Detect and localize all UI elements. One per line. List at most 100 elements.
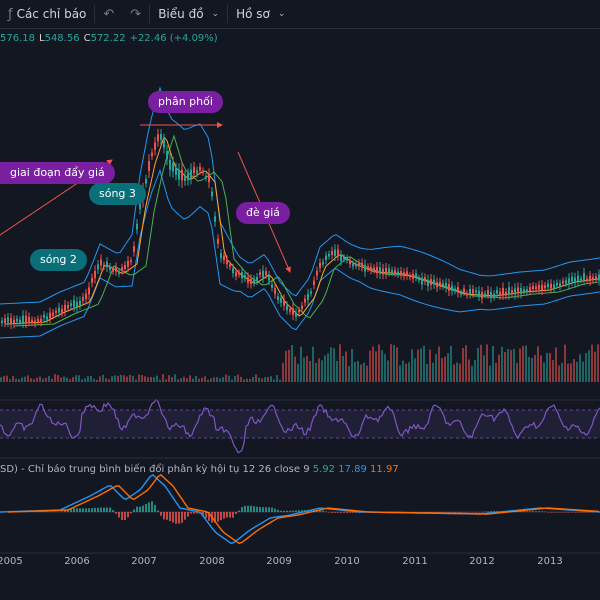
candle-body [238, 272, 240, 275]
candle-body [295, 312, 297, 317]
candle-body [478, 290, 480, 297]
volume-bar [39, 376, 41, 382]
volume-bar [0, 377, 2, 382]
volume-bar [333, 348, 335, 382]
chart-menu-button[interactable]: Biểu đồ ⌄ [150, 0, 227, 28]
redo-button[interactable]: ↷ [122, 0, 149, 28]
macd-histogram-bar [274, 508, 276, 512]
volume-bar [474, 359, 476, 382]
candle-body [115, 266, 117, 272]
volume-bar [111, 376, 113, 382]
macd-histogram-bar [241, 506, 243, 512]
candle-body [208, 174, 210, 183]
macd-histogram-bar [334, 512, 336, 513]
callout-wave3[interactable]: sóng 3 [89, 183, 146, 205]
volume-bar [255, 374, 257, 382]
profile-menu-label: Hồ sơ [236, 7, 270, 21]
profile-menu-button[interactable]: Hồ sơ ⌄ [228, 0, 293, 28]
candle-body [55, 310, 57, 313]
candle-body [385, 267, 387, 274]
candle-body [175, 167, 177, 175]
macd-histogram-bar [193, 512, 195, 514]
macd-histogram-bar [88, 508, 90, 512]
macd-label: SD) - Chỉ báo trung bình biến đổi phân k… [0, 464, 310, 475]
callout-push-phase[interactable]: giai đoạn đẩy giá [0, 162, 115, 184]
candle-body [559, 283, 561, 287]
change-value: +22.46 (+4.09%) [129, 33, 218, 44]
macd-histogram-bar [430, 512, 432, 513]
volume-bar [210, 378, 212, 382]
macd-histogram-bar [523, 511, 525, 512]
time-axis[interactable]: 2005 2006 2007 2008 2009 2010 2011 2012 … [0, 556, 600, 572]
macd-histogram-bar [163, 512, 165, 520]
volume-bar [219, 378, 221, 382]
candle-body [229, 264, 231, 267]
callout-distribution[interactable]: phân phối [148, 91, 223, 113]
macd-histogram-bar [481, 512, 483, 513]
macd-histogram-bar [574, 512, 576, 513]
chevron-down-icon: ⌄ [211, 9, 220, 19]
macd-histogram-bar [256, 506, 258, 512]
volume-bar [69, 378, 71, 382]
fx-icon: ƒ [8, 6, 13, 22]
candle-body [415, 273, 417, 278]
macd-histogram-value: 5.92 [312, 464, 336, 475]
candle-body [226, 259, 228, 265]
volume-bar [144, 376, 146, 382]
candle-body [532, 285, 534, 290]
undo-icon: ↶ [103, 6, 115, 22]
macd-histogram-bar [103, 507, 105, 512]
volume-bar [507, 348, 509, 382]
candle-body [562, 280, 564, 284]
volume-bar [363, 362, 365, 382]
volume-bar [465, 345, 467, 382]
macd-histogram-bar [157, 510, 159, 512]
candle-body [124, 265, 126, 269]
volume-bar [393, 345, 395, 382]
volume-bar [330, 347, 332, 382]
volume-bar [519, 348, 521, 382]
macd-histogram-bar [469, 512, 471, 513]
candle-body [427, 279, 429, 287]
volume-bar [3, 375, 5, 382]
macd-histogram-bar [556, 512, 558, 513]
candle-body [421, 277, 423, 285]
volume-bar [447, 353, 449, 382]
macd-histogram-bar [250, 505, 252, 512]
macd-histogram-bar [133, 509, 135, 512]
close-value: 572.22 [90, 33, 126, 44]
volume-bar [378, 344, 380, 382]
macd-histogram-bar [160, 512, 162, 516]
volume-bar [561, 362, 563, 382]
volume-bar [93, 378, 95, 382]
x-tick: 2005 [0, 556, 23, 567]
candle-body [577, 275, 579, 282]
macd-signal-line [7, 474, 600, 545]
indicators-button[interactable]: ƒ Các chỉ báo [0, 0, 94, 28]
volume-bar [348, 365, 350, 382]
volume-bar [546, 352, 548, 382]
callout-price-pressure[interactable]: đè giá [236, 202, 291, 224]
volume-bar [432, 362, 434, 382]
volume-bar [426, 363, 428, 382]
callout-wave2[interactable]: sóng 2 [30, 249, 87, 271]
macd-histogram-bar [583, 512, 585, 513]
volume-bar [324, 355, 326, 382]
volume-bar [351, 349, 353, 382]
candle-body [442, 283, 444, 287]
candle-body [184, 175, 186, 181]
macd-histogram-bar [331, 512, 333, 513]
macd-histogram-bar [550, 512, 552, 513]
candle-body [265, 271, 267, 275]
candle-body [556, 282, 558, 286]
candle-body [211, 191, 213, 197]
bollinger-upper [0, 86, 600, 305]
macd-histogram-bar [58, 511, 60, 512]
candle-body [505, 291, 507, 296]
volume-bar [81, 379, 83, 382]
volume-bar [279, 379, 281, 382]
undo-button[interactable]: ↶ [95, 0, 122, 28]
candle-body [289, 309, 291, 312]
macd-histogram-bar [286, 510, 288, 512]
